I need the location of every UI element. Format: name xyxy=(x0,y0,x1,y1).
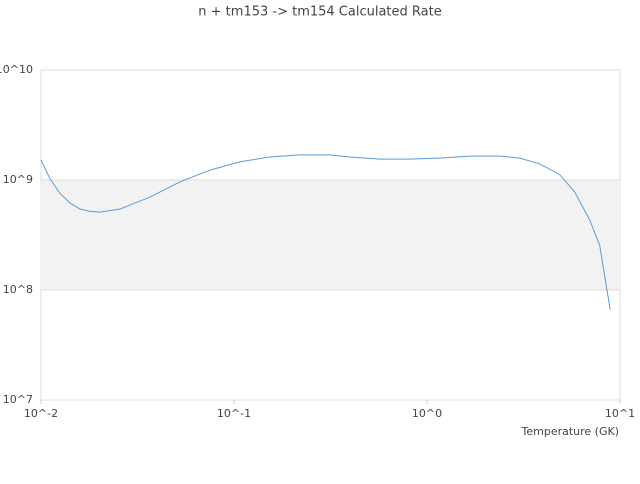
series-line xyxy=(40,154,611,310)
chart-title: n + tm153 -> tm154 Calculated Rate xyxy=(198,5,441,20)
y-tick-label: 10^7 xyxy=(3,393,33,406)
x-tick-label: 10^1 xyxy=(605,407,635,420)
x-tick-label: 10^0 xyxy=(412,407,442,420)
grid-band xyxy=(41,180,620,290)
y-tick-label: 10^10 xyxy=(0,63,33,76)
x-axis-label: Temperature (GK) xyxy=(521,425,620,438)
y-tick-label: 10^8 xyxy=(3,283,33,296)
x-tick-label: 10^-2 xyxy=(24,407,58,420)
y-tick-label: 10^9 xyxy=(3,173,33,186)
x-tick-label: 10^-1 xyxy=(217,407,251,420)
